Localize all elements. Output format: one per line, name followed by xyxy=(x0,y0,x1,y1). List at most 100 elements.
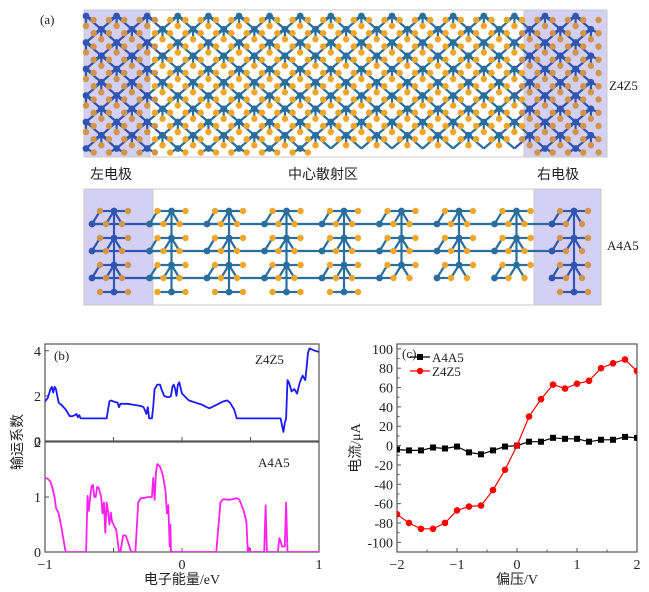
chalcogen-atom xyxy=(564,43,572,50)
chalcogen-atom xyxy=(243,96,250,103)
metal-atom xyxy=(419,65,426,73)
metal-atom xyxy=(495,105,503,113)
chalcogen-atom xyxy=(534,149,541,156)
chalcogen-atom xyxy=(381,96,388,103)
data-point-A4A5 xyxy=(502,443,508,450)
chalcogen-atom xyxy=(159,62,166,69)
panel_b_top-plot-area xyxy=(45,347,319,433)
chalcogen-atom xyxy=(564,30,572,37)
chalcogen-atom xyxy=(549,69,556,77)
data-point-A4A5 xyxy=(586,438,592,445)
chalcogen-atom xyxy=(90,30,97,37)
chalcogen-atom xyxy=(174,75,181,83)
chalcogen-atom xyxy=(557,62,564,69)
metal-atom xyxy=(203,274,211,282)
chalcogen-atom xyxy=(182,16,189,24)
chalcogen-atom xyxy=(365,83,373,90)
chalcogen-atom xyxy=(239,234,247,242)
metal-atom xyxy=(376,274,383,282)
chalcogen-atom xyxy=(118,274,126,282)
x-axis-label: 偏压/V xyxy=(496,572,538,588)
metal-atom xyxy=(358,65,365,73)
chalcogen-atom xyxy=(350,16,357,24)
chalcogen-atom xyxy=(205,49,212,56)
chalcogen-atom xyxy=(526,115,533,122)
metal-atom xyxy=(97,131,105,139)
chalcogen-atom xyxy=(128,89,136,96)
chalcogen-atom xyxy=(189,62,197,69)
chalcogen-atom xyxy=(526,36,533,43)
chalcogen-atom xyxy=(505,220,512,228)
chalcogen-atom xyxy=(266,128,273,136)
chalcogen-atom xyxy=(124,234,132,242)
chalcogen-atom xyxy=(580,16,587,24)
chalcogen-atom xyxy=(217,247,225,255)
metal-atom xyxy=(296,118,304,126)
chalcogen-atom xyxy=(297,288,304,296)
chalcogen-atom xyxy=(105,69,113,77)
chalcogen-atom xyxy=(381,43,388,50)
atom-lattice xyxy=(82,12,602,156)
chalcogen-atom xyxy=(527,234,534,242)
chalcogen-atom xyxy=(82,49,90,56)
chalcogen-atom xyxy=(499,261,506,269)
metal-atom xyxy=(143,65,151,73)
chalcogen-atom xyxy=(518,30,526,37)
chalcogen-atom xyxy=(549,30,556,37)
chalcogen-atom xyxy=(274,16,281,24)
chalcogen-atom xyxy=(102,247,110,255)
chalcogen-atom xyxy=(121,96,128,103)
chalcogen-atom xyxy=(472,136,480,143)
chalcogen-atom xyxy=(98,115,105,122)
chalcogen-atom xyxy=(297,49,304,56)
chalcogen-atom xyxy=(521,220,528,228)
metal-atom xyxy=(159,25,166,33)
chalcogen-atom xyxy=(518,83,526,90)
metal-atom xyxy=(128,52,136,60)
metal-atom xyxy=(570,207,578,215)
chalcogen-atom xyxy=(442,30,449,37)
chalcogen-atom xyxy=(312,36,319,43)
data-point-Z4Z5 xyxy=(477,502,485,509)
chalcogen-atom xyxy=(182,56,189,63)
chalcogen-atom xyxy=(488,56,495,63)
chalcogen-atom xyxy=(105,136,113,143)
chalcogen-atom xyxy=(557,89,564,96)
metal-atom xyxy=(548,220,556,228)
chalcogen-atom xyxy=(151,83,159,90)
chalcogen-atom xyxy=(564,56,572,63)
chalcogen-atom xyxy=(406,274,413,282)
chalcogen-atom xyxy=(472,30,480,37)
legend-marker-Z4Z5 xyxy=(416,367,424,375)
chalcogen-atom xyxy=(233,247,241,255)
chalcogen-atom xyxy=(121,43,128,50)
chalcogen-atom xyxy=(557,36,564,43)
chalcogen-atom xyxy=(212,69,220,77)
chalcogen-atom xyxy=(350,69,357,77)
chalcogen-atom xyxy=(197,83,204,90)
chalcogen-atom xyxy=(105,16,113,24)
chalcogen-atom xyxy=(304,96,312,103)
y-tick-label: 20 xyxy=(379,420,393,435)
chalcogen-atom xyxy=(534,122,541,130)
chalcogen-atom xyxy=(274,30,281,37)
chalcogen-atom xyxy=(258,149,266,156)
chalcogen-atom xyxy=(251,62,258,69)
data-point-A4A5 xyxy=(430,444,436,451)
chalcogen-atom xyxy=(427,136,434,143)
chalcogen-atom xyxy=(526,89,533,96)
chalcogen-atom xyxy=(136,109,143,116)
metal-atom xyxy=(296,12,304,20)
chalcogen-atom xyxy=(412,261,419,269)
metal-atom xyxy=(82,92,90,99)
data-point-A4A5 xyxy=(634,434,637,441)
metal-atom xyxy=(433,274,441,282)
metal-atom xyxy=(296,92,304,99)
chalcogen-atom xyxy=(243,16,250,24)
metal-atom xyxy=(88,247,96,255)
chalcogen-atom xyxy=(176,274,183,282)
chalcogen-atom xyxy=(166,83,174,90)
metal-atom xyxy=(318,274,326,282)
metal-atom xyxy=(174,39,182,46)
